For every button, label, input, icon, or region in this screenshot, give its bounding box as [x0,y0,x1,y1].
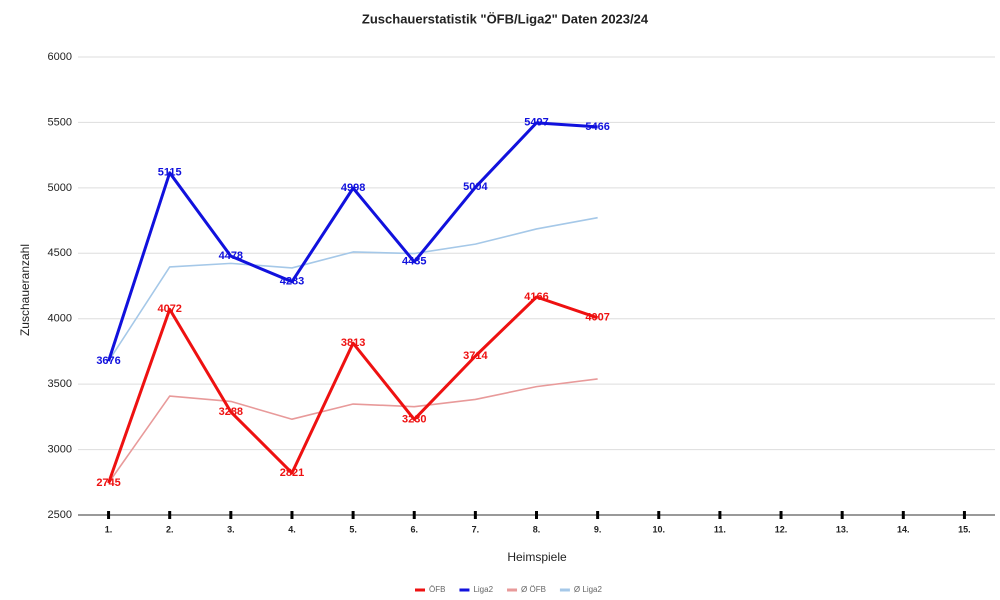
series-line [107,295,599,484]
data-label: 3230 [402,413,426,425]
series-line [107,216,598,362]
series-line [107,378,598,484]
legend-label: Ø Liga2 [574,585,603,594]
y-tick-label: 4000 [48,313,72,325]
chart-title: Zuschauerstatistik "ÖFB/Liga2" Daten 202… [362,11,649,26]
x-tick-label: 2. [166,524,174,534]
data-label: 4435 [402,256,426,268]
y-tick-label: 5500 [48,116,72,128]
x-axis-label: Heimspiele [507,550,567,564]
y-tick-label: 6000 [48,51,72,63]
data-label: 4072 [157,303,181,315]
data-label: 4478 [219,250,243,262]
data-label: 4007 [585,312,609,324]
x-tick-label: 13. [836,524,849,534]
data-label: 5466 [585,121,609,133]
legend-label: Liga2 [473,585,493,594]
x-tick-label: 6. [410,524,418,534]
y-tick-label: 4500 [48,247,72,259]
data-label: 3813 [341,337,365,349]
data-label: 2821 [280,467,304,479]
x-tick-label: 9. [594,524,602,534]
x-tick-label: 11. [714,524,726,534]
data-label: 3288 [219,406,243,418]
y-axis-label: Zuschaueranzahl [18,244,32,336]
data-label: 4998 [341,182,365,194]
data-label: 4283 [280,276,304,288]
x-tick-label: 7. [472,524,480,534]
data-label: 4166 [524,291,548,303]
x-tick-label: 15. [958,524,971,534]
x-tick-label: 3. [227,524,235,534]
data-label: 5115 [158,167,182,179]
y-tick-label: 2500 [48,509,72,521]
x-tick-label: 1. [105,524,113,534]
y-tick-label: 3500 [48,378,72,390]
data-label: 3676 [96,355,120,367]
data-label: 2745 [96,477,120,489]
x-tick-label: 14. [897,524,910,534]
data-label: 3714 [463,350,488,362]
data-label: 5497 [524,117,548,129]
x-tick-label: 8. [533,524,541,534]
y-tick-label: 3000 [48,443,72,455]
x-tick-label: 10. [653,524,666,534]
legend-label: Ø ÖFB [521,585,546,594]
data-label: 5004 [463,181,488,193]
legend-label: ÖFB [429,585,445,594]
series-line [107,121,598,362]
y-tick-label: 5000 [48,182,72,194]
x-tick-label: 5. [349,524,357,534]
x-tick-label: 12. [775,524,788,534]
x-tick-label: 4. [288,524,296,534]
